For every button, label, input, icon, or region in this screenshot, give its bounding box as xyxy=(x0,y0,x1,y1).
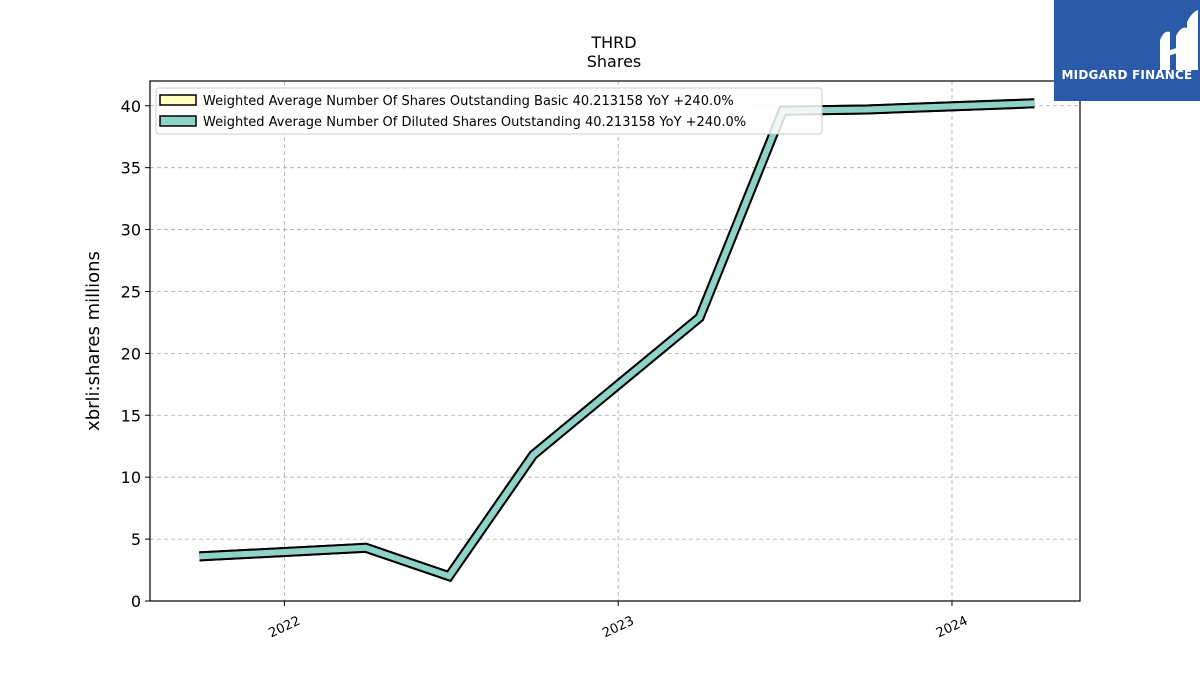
x-axis-ticks: 2022 2023 2024 xyxy=(266,601,970,641)
series-lines xyxy=(199,98,1035,583)
y-tick-label: 40 xyxy=(121,97,141,116)
y-tick-label: 20 xyxy=(121,344,141,363)
legend-label-diluted: Weighted Average Number Of Diluted Share… xyxy=(203,115,746,130)
legend-label-basic: Weighted Average Number Of Shares Outsta… xyxy=(203,94,734,109)
legend-box xyxy=(155,87,823,135)
x-tick-label: 2024 xyxy=(934,614,970,642)
y-tick-label: 0 xyxy=(131,592,141,611)
series-outline-0 xyxy=(199,98,1035,583)
series-outline-1 xyxy=(199,98,1035,583)
midgard-logo-mark-icon xyxy=(1160,10,1198,70)
legend-swatch-basic xyxy=(159,94,197,106)
plot-frame xyxy=(149,80,1081,602)
grid-lines xyxy=(150,81,1080,601)
midgard-finance-logo: MIDGARD FINANCE xyxy=(1054,0,1200,101)
series-line-0 xyxy=(199,100,1035,580)
y-tick-label: 35 xyxy=(121,159,141,178)
legend: Weighted Average Number Of Shares Outsta… xyxy=(155,87,823,135)
chart-subtitle: Shares xyxy=(587,52,642,71)
legend-swatch-diluted xyxy=(159,115,197,127)
x-tick-label: 2023 xyxy=(600,614,636,642)
y-axis-label: xbrli:shares millions xyxy=(83,251,104,431)
y-tick-label: 30 xyxy=(121,221,141,240)
x-tick-label: 2022 xyxy=(266,614,302,642)
y-axis-ticks: 0 5 10 15 20 25 30 35 40 xyxy=(121,97,150,611)
series-line-1 xyxy=(199,100,1035,580)
chart-title: THRD xyxy=(590,33,636,52)
logo-text: MIDGARD FINANCE xyxy=(1061,68,1193,82)
y-tick-label: 5 xyxy=(131,530,141,549)
y-tick-label: 10 xyxy=(121,468,141,487)
y-tick-label: 25 xyxy=(121,282,141,301)
y-tick-label: 15 xyxy=(121,406,141,425)
